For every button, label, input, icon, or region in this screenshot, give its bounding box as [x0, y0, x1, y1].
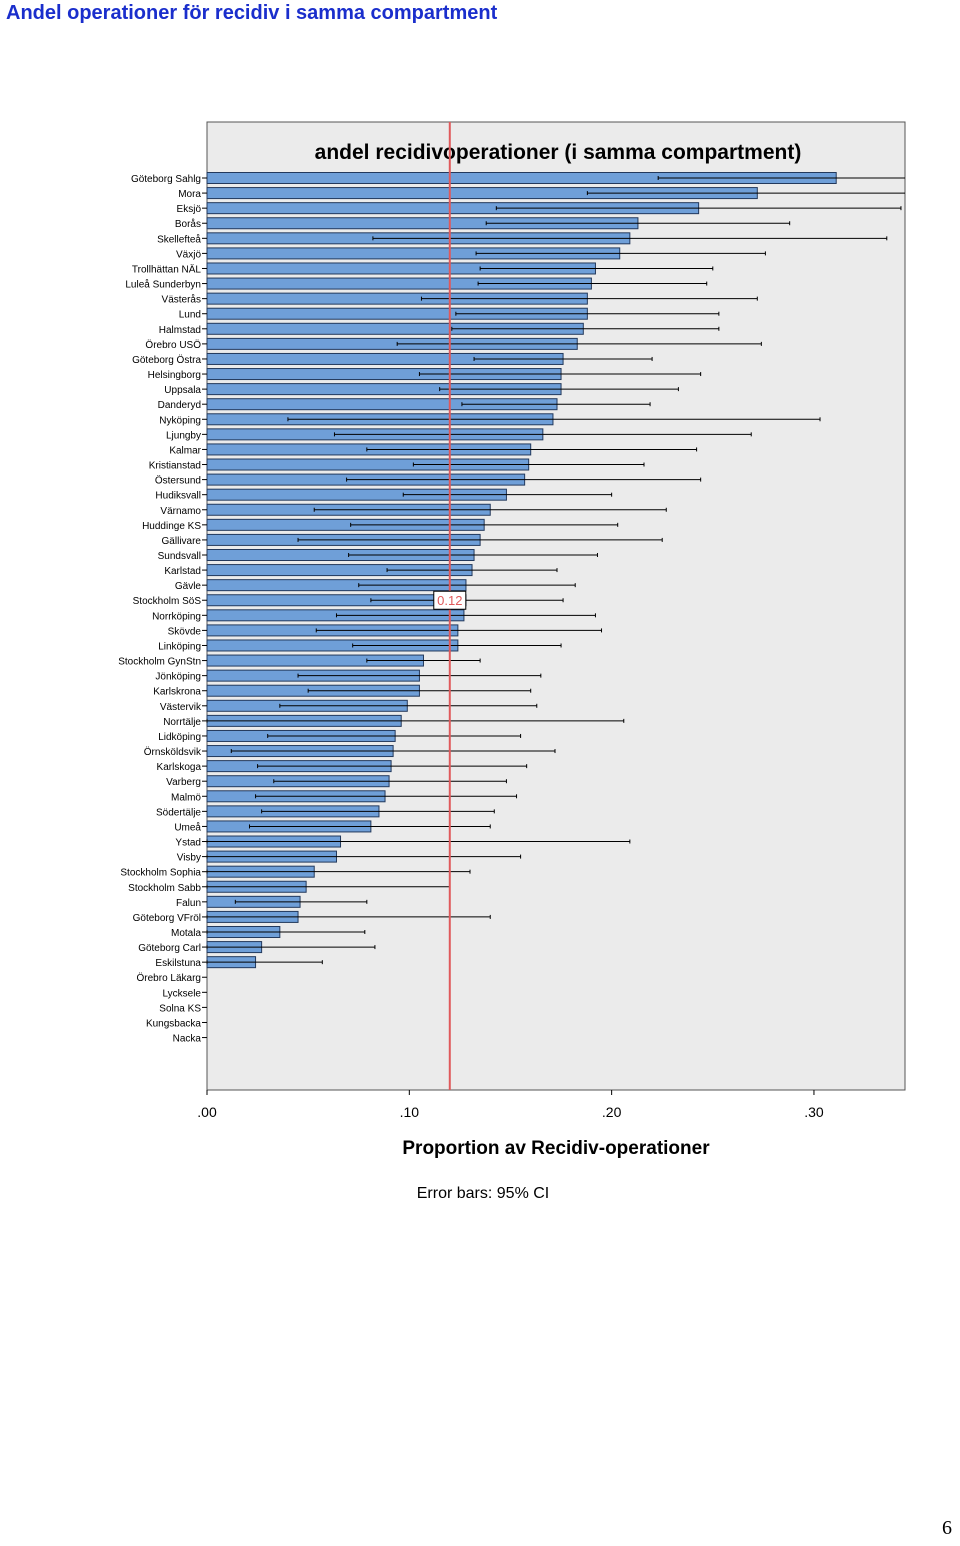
category-label: Jönköping [155, 672, 201, 683]
category-label: Lycksele [162, 988, 201, 999]
category-label: Örnsköldsvik [144, 746, 202, 758]
category-label: Östersund [155, 475, 201, 487]
category-label: Örebro USÖ [145, 339, 201, 351]
category-label: Stockholm Sabb [128, 883, 201, 894]
category-label: Västerås [162, 294, 201, 306]
category-label: Skövde [168, 626, 202, 637]
category-label: Gävle [175, 581, 202, 592]
category-label: Sundsvall [158, 551, 201, 562]
page-number: 6 [942, 1517, 952, 1539]
category-label: Karlstad [164, 566, 201, 577]
category-label: Huddinge KS [142, 521, 201, 532]
category-label: Uppsala [164, 385, 201, 396]
category-label: Kalmar [169, 445, 201, 456]
x-tick-label: .20 [602, 1104, 622, 1120]
category-label: Halmstad [159, 325, 201, 336]
x-tick-label: .00 [197, 1104, 217, 1120]
reference-line-label-box [433, 590, 467, 610]
category-label: Karlskoga [157, 762, 202, 773]
category-label: Norrköping [152, 611, 201, 622]
category-label: Umeå [174, 821, 201, 833]
x-axis-label: Proportion av Recidiv-operationer [402, 1138, 710, 1159]
category-label: Göteborg Sahlg [131, 174, 201, 185]
category-label: Motala [171, 928, 201, 939]
category-label: Solna KS [159, 1003, 201, 1014]
category-labels: Göteborg Sahlg Mora Eksjö Borås Skellefteå Vä… [118, 174, 207, 1045]
category-label: Gällivare [162, 536, 202, 547]
category-label: Trollhättan NÄL [132, 263, 202, 275]
category-label: Borås [175, 218, 201, 230]
category-label: Södertälje [156, 807, 201, 818]
category-label: Luleå Sunderbyn [125, 279, 201, 291]
category-label: Stockholm SöS [133, 596, 202, 607]
page-title: Andel operationer för recidiv i samma co… [6, 2, 498, 24]
category-label: Visby [177, 853, 201, 864]
x-tick-label: .30 [804, 1104, 824, 1120]
chart-title: andel recidivoperationer (i samma compar… [315, 141, 802, 164]
category-label: Ljungby [166, 430, 201, 441]
category-label: Mora [178, 189, 201, 200]
x-axis: .00 .10 .20 .30 [197, 1090, 824, 1120]
category-label: Ystad [175, 838, 201, 849]
x-tick-label: .10 [400, 1104, 420, 1120]
category-label: Örebro Läkarg [137, 972, 201, 984]
category-label: Eksjö [177, 204, 202, 215]
category-label: Varberg [166, 777, 201, 788]
category-label: Danderyd [158, 400, 201, 411]
category-label: Kristianstad [149, 461, 201, 472]
error-bars [206, 176, 905, 965]
reference-line-label: 0.12 [437, 593, 462, 608]
category-label: Lund [179, 310, 201, 321]
category-label: Eskilstuna [155, 958, 201, 969]
reference-line-group: 0.12 [433, 122, 467, 1090]
category-label: Värnamo [160, 506, 201, 517]
category-label: Helsingborg [148, 370, 201, 381]
category-label: Västervik [160, 702, 202, 713]
category-label: Skellefteå [157, 233, 201, 245]
category-label: Linköping [158, 641, 201, 652]
error-bar-note: Error bars: 95% CI [417, 1185, 549, 1202]
category-label: Göteborg Östra [132, 354, 201, 366]
category-label: Växjö [176, 249, 201, 260]
category-label: Stockholm Sophia [120, 868, 201, 879]
category-label: Malmö [171, 792, 201, 803]
category-label: Göteborg Carl [138, 943, 201, 954]
category-label: Nacka [173, 1034, 202, 1045]
category-label: Norrtälje [163, 717, 201, 728]
category-label: Karlskrona [153, 687, 201, 698]
category-label: Stockholm GynStn [118, 657, 201, 668]
category-label: Lidköping [158, 732, 201, 743]
category-label: Kungsbacka [146, 1018, 201, 1029]
category-label: Göteborg VFröl [133, 913, 201, 924]
category-label: Hudiksvall [155, 491, 201, 502]
category-label: Falun [176, 898, 201, 909]
category-label: Nyköping [159, 415, 201, 426]
